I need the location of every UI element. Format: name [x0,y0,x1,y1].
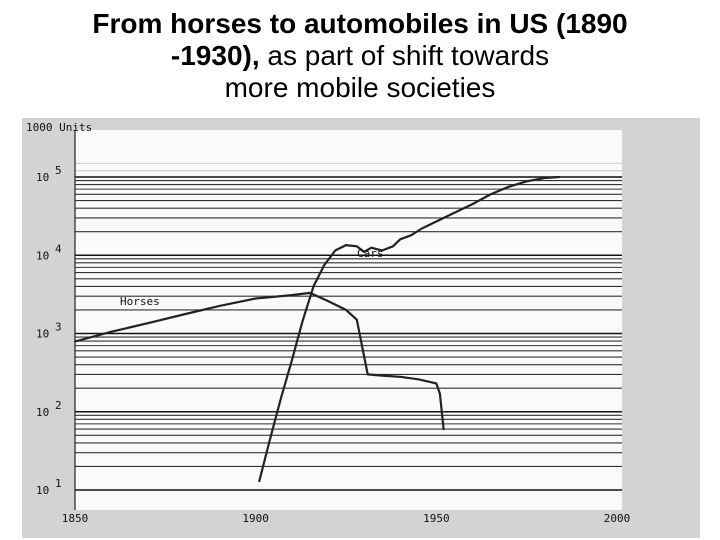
title-line-2: -1930), as part of shift towards [0,40,720,72]
title-rest-2: as part of shift towards [259,40,550,71]
y-tick-label: 10 2 [36,399,62,419]
y-tick-exponent: 5 [55,164,62,177]
y-tick-label: 10 3 [36,321,62,341]
y-tick-exponent: 4 [55,242,62,255]
plot-background [75,130,622,510]
title-line-1: From horses to automobiles in US (1890 [0,8,720,40]
title-bold-1: From horses to automobiles in US (1890 [92,8,628,39]
y-ticks: 10 1 10 2 10 3 10 4 10 5 [36,164,62,497]
y-axis-label: 1000 Units [26,121,92,134]
y-tick-exponent: 2 [55,399,62,412]
slide-title: From horses to automobiles in US (1890 -… [0,8,720,104]
y-tick-base: 10 [36,484,49,497]
x-tick-label: 1850 [62,512,89,525]
series-line-cars [258,175,561,483]
x-tick-label: 2000 [604,512,631,525]
title-line-3: more mobile societies [224,72,496,103]
series-label-horses: Horses [120,295,160,308]
series-layer [73,175,561,483]
title-bold-2: -1930), [170,40,260,71]
y-tick-base: 10 [36,406,49,419]
series-line-horses [73,291,445,431]
y-tick-base: 10 [36,328,49,341]
y-tick-exponent: 1 [55,477,62,490]
y-tick-label: 10 4 [36,242,62,262]
x-tick-label: 1900 [242,512,269,525]
series-label-cars: Cars [357,247,384,260]
y-tick-label: 10 1 [36,477,62,497]
y-tick-base: 10 [36,171,49,184]
y-tick-base: 10 [36,249,49,262]
grid [74,130,622,510]
y-tick-exponent: 3 [55,321,62,334]
y-tick-label: 10 5 [36,164,62,184]
x-ticks: 1850 1900 1950 2000 [62,512,631,525]
x-tick-label: 1950 [423,512,450,525]
